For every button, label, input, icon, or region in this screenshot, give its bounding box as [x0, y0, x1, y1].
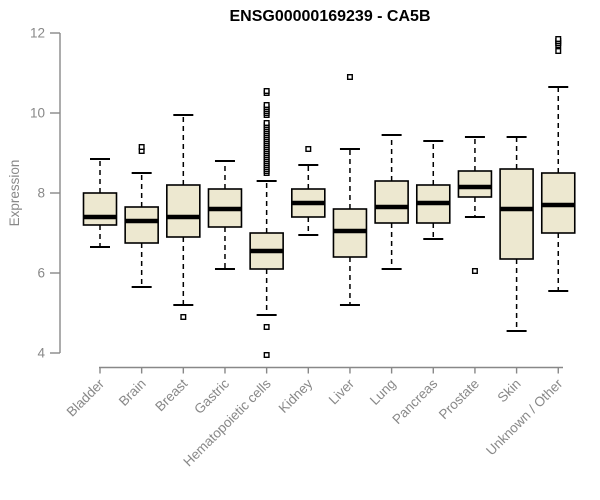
- boxplot-breast: [166, 114, 201, 321]
- y-axis: 4 6 8 10 12: [30, 26, 61, 361]
- y-tick-label: 4: [37, 346, 45, 361]
- x-category-label: Lung: [367, 376, 399, 408]
- y-axis-title: Expression: [7, 160, 22, 227]
- x-category-label: Liver: [326, 376, 358, 408]
- x-category-label: Gastric: [191, 376, 232, 417]
- boxplot-liver: [332, 73, 368, 306]
- iqr-box: [457, 170, 493, 198]
- iqr-box: [499, 168, 534, 260]
- x-category-label: Prostate: [436, 376, 482, 422]
- outlier-point: [346, 73, 353, 80]
- iqr-box: [166, 184, 201, 238]
- boxplot-pancreas: [415, 140, 451, 240]
- outlier-point: [471, 268, 478, 275]
- y-tick-label: 6: [37, 266, 45, 281]
- x-category-label: Brain: [116, 376, 149, 409]
- x-category-label: Unknown / Other: [483, 376, 566, 459]
- boxplot-series: [82, 36, 576, 359]
- boxplot-kidney: [290, 145, 326, 236]
- outlier-point: [305, 145, 312, 152]
- y-tick-label: 8: [37, 186, 45, 201]
- boxplot-hematopoietic-cells: [249, 87, 284, 359]
- x-category-label: Pancreas: [389, 376, 440, 427]
- outlier-point: [138, 143, 145, 150]
- boxplot-brain: [124, 143, 159, 288]
- x-category-label: Breast: [152, 376, 190, 414]
- iqr-box: [82, 192, 118, 226]
- outlier-point: [263, 324, 270, 331]
- x-category-label: Bladder: [64, 376, 108, 420]
- y-tick-label: 10: [30, 106, 45, 121]
- outlier-point: [263, 119, 270, 126]
- iqr-box: [374, 180, 409, 224]
- outlier-point: [555, 36, 562, 43]
- chart-title: ENSG00000169239 - CA5B: [229, 8, 430, 25]
- outlier-point: [263, 87, 270, 94]
- boxplot-skin: [499, 136, 534, 332]
- x-category-label: Skin: [495, 376, 524, 405]
- outlier-point: [263, 352, 270, 359]
- boxplot-lung: [374, 134, 409, 270]
- boxplot-bladder: [82, 158, 118, 248]
- boxplot-gastric: [207, 160, 243, 270]
- outlier-point: [555, 48, 562, 55]
- y-tick-label: 12: [30, 26, 45, 41]
- x-category-label: Kidney: [276, 376, 316, 416]
- outlier-point: [180, 314, 187, 321]
- iqr-box: [124, 206, 159, 244]
- boxplot-prostate: [457, 136, 493, 275]
- outlier-point: [263, 101, 270, 108]
- boxplot-unknown-other: [540, 36, 576, 292]
